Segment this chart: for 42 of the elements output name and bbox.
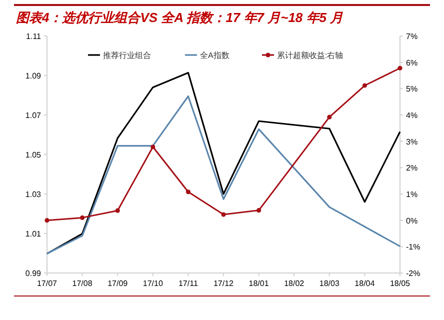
y2-tick-label: 3% [406, 137, 418, 146]
point [327, 114, 332, 120]
y2-tick-label: -2% [406, 269, 420, 278]
y-tick-label: 0.99 [25, 269, 42, 278]
legend-label: 全A指数 [200, 51, 230, 60]
y-tick-label: 1.11 [26, 32, 42, 41]
y-tick-label: 1.05 [25, 150, 42, 160]
point [150, 144, 156, 150]
point [362, 83, 367, 88]
point [186, 190, 190, 194]
legend-label: 推荐行业组合 [103, 51, 151, 60]
point [256, 208, 262, 213]
y2-tick-label: 0% [406, 216, 418, 226]
y2-tick-label: 5% [406, 84, 418, 94]
point [115, 208, 120, 213]
legend-label: 累计超额收益:右轴 [277, 51, 344, 60]
y2-tick-label: 2% [406, 164, 418, 173]
x-tick-label: 17/08 [72, 279, 93, 288]
point [80, 215, 85, 220]
chart-title: 图表4：选优行业组合VS 全A 指数：17 年7 月~18 年5 月 [16, 10, 344, 25]
y2-tick-label: -1% [406, 242, 420, 252]
x-tick-label: 18/05 [390, 279, 411, 288]
y-tick-label: 1.01 [25, 230, 42, 238]
y-tick-label: 1.07 [25, 111, 42, 120]
x-tick-label: 18/04 [354, 279, 376, 288]
point [221, 212, 226, 217]
y-tick-label: 1.03 [25, 190, 42, 199]
point [398, 66, 402, 70]
point [44, 218, 50, 223]
x-tick-label: 17/12 [213, 279, 234, 288]
y2-tick-label: 1% [406, 190, 418, 199]
y2-tick-label: 7% [406, 32, 418, 41]
x-tick-label: 17/11 [178, 279, 198, 288]
y2-tick-label: 4% [406, 111, 418, 120]
y-tick-label: 1.09 [25, 72, 42, 80]
x-tick-label: 18/01 [248, 279, 270, 288]
x-tick-label: 18/03 [319, 279, 340, 288]
y2-tick-label: 6% [406, 58, 418, 68]
x-tick-label: 17/07 [36, 279, 58, 288]
x-tick-label: 17/09 [108, 279, 128, 288]
x-tick-label: 18/02 [284, 279, 305, 288]
x-tick-label: 17/10 [142, 279, 164, 288]
